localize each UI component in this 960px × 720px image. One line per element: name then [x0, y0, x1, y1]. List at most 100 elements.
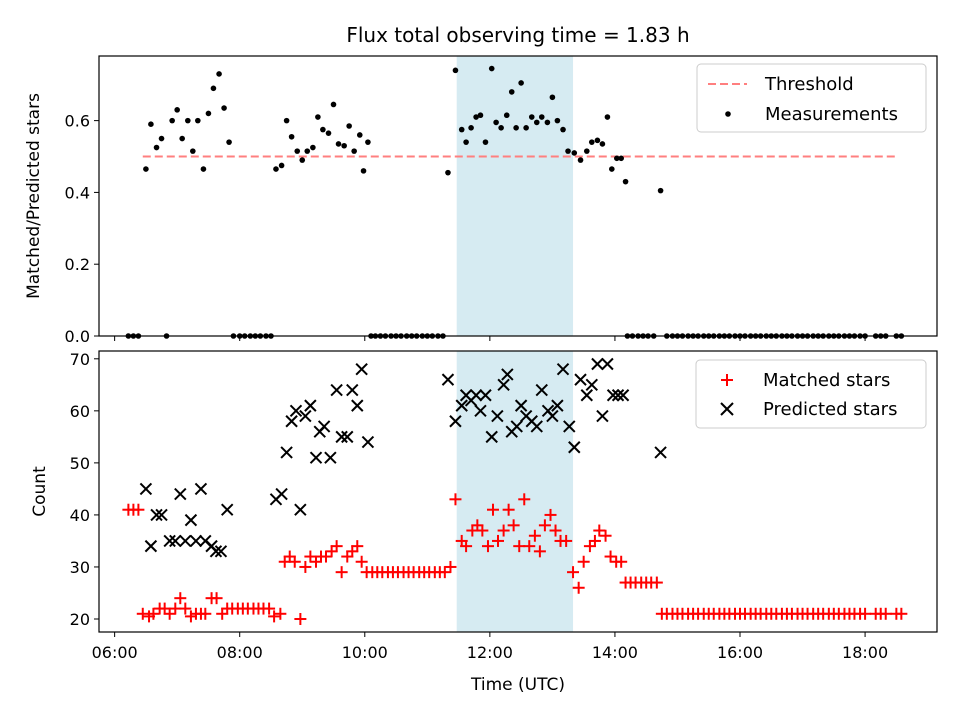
- predicted-stars-point: [455, 399, 468, 412]
- matched-stars-point: [263, 602, 276, 615]
- matched-stars-point: [283, 550, 296, 563]
- bottom-panel: 20 30 40 50 60 70 06:00 08:00 10:00 12:00 14:00 16:…: [30, 350, 938, 695]
- predicted-stars-point: [209, 545, 223, 558]
- x-tick-label: 10:00: [342, 643, 388, 662]
- measurement-point: [657, 187, 664, 194]
- x-tick-label: 18:00: [842, 643, 888, 662]
- predicted-stars-point: [546, 409, 559, 423]
- predicted-stars-point: [591, 357, 604, 371]
- bottom-y-axis-label: Count: [30, 466, 50, 517]
- matched-stars-point: [533, 545, 546, 558]
- x-tick-label: 08:00: [217, 643, 263, 662]
- measurement-point: [315, 114, 321, 120]
- predicted-stars-point: [510, 420, 523, 433]
- matched-stars-point: [491, 534, 504, 547]
- top-y-tick-label: 0.2: [65, 255, 90, 274]
- measurement-point: [508, 89, 515, 95]
- x-tick-label: 06:00: [92, 643, 138, 662]
- predicted-stars-point: [501, 368, 514, 381]
- predicted-stars-point: [179, 534, 192, 548]
- predicted-stars-point: [574, 373, 587, 386]
- measurement-point: [185, 117, 191, 124]
- matched-stars-point: [650, 576, 663, 589]
- matched-stars-point: [274, 607, 287, 620]
- predicted-stars-point: [563, 420, 576, 433]
- predicted-stars-point: [351, 399, 364, 412]
- matched-stars-point: [549, 524, 562, 537]
- predicted-stars-point: [174, 487, 187, 501]
- matched-stars-point: [320, 550, 333, 563]
- matched-stars-point: [588, 534, 601, 547]
- predicted-stars-point: [601, 357, 614, 371]
- measurement-point: [351, 148, 357, 154]
- matched-stars-point: [184, 610, 197, 623]
- measurement-point: [458, 126, 465, 133]
- predicted-stars-point: [335, 430, 348, 444]
- measurement-point: [288, 133, 295, 140]
- matched-stars-point: [174, 592, 187, 605]
- predicted-stars-point: [289, 404, 303, 418]
- bottom-axis-ticks: 20 30 40 50 60 70 06:00 08:00 10:00 12:00 14:00 16:…: [70, 350, 888, 662]
- measurement-point: [205, 110, 212, 117]
- measurement-point: [158, 135, 165, 142]
- measurement-point: [599, 141, 606, 147]
- measurement-point: [190, 148, 196, 154]
- top-axis-ticks: 0.0 0.2 0.4 0.6: [65, 112, 866, 346]
- matched-stars-point: [544, 508, 557, 521]
- bottom-legend: Matched stars Predicted stars: [695, 359, 927, 429]
- matched-stars-point: [325, 545, 338, 558]
- predicted-stars-point: [299, 409, 312, 423]
- predicted-stars-point: [491, 409, 504, 423]
- top-y-axis-label: Matched/Predicted stars: [24, 93, 44, 299]
- x-axis-label: Time (UTC): [470, 675, 565, 695]
- measurement-point: [482, 139, 489, 145]
- measurement-point: [210, 85, 217, 92]
- measurement-point: [565, 148, 571, 154]
- matched-stars-point: [355, 555, 368, 568]
- top-panel: 0.0 0.2 0.4 0.6 Flux total observing time =…: [24, 23, 938, 346]
- predicted-stars-point: [355, 363, 368, 376]
- measurement-point: [618, 155, 624, 162]
- predicted-stars-point: [580, 389, 593, 402]
- measurement-point: [560, 126, 566, 133]
- matched-stars-point: [341, 550, 354, 563]
- measurement-point: [614, 155, 620, 162]
- matched-stars-point: [304, 550, 317, 563]
- measurement-point: [325, 130, 332, 136]
- measurement-point: [583, 148, 590, 154]
- measurement-point: [335, 141, 342, 147]
- chart-title: Flux total observing time = 1.83 h: [346, 23, 689, 47]
- measurement-point: [320, 126, 326, 133]
- measurement-point: [604, 114, 611, 120]
- top-legend-box: [696, 63, 927, 133]
- measurement-point: [195, 117, 201, 124]
- bottom-axes-frame: [98, 350, 938, 633]
- measurement-point: [513, 124, 519, 131]
- predicted-stars-point: [220, 503, 234, 516]
- predicted-stars-point: [189, 534, 203, 548]
- matched-stars-point: [471, 519, 484, 532]
- bottom-y-tick-label: 20: [70, 610, 90, 629]
- measurement-point: [346, 123, 352, 129]
- predicted-stars-point: [535, 383, 548, 397]
- measurement-point: [533, 119, 540, 126]
- predicted-stars-point: [169, 534, 182, 548]
- measurement-point: [463, 139, 469, 145]
- matched-stars-point: [507, 519, 520, 532]
- measurement-point: [488, 65, 495, 72]
- predicted-stars-point: [330, 383, 343, 397]
- x-tick-label: 16:00: [717, 643, 763, 662]
- measurement-point: [278, 162, 285, 169]
- predicted-stars-point: [485, 430, 498, 444]
- matched-stars-point: [299, 560, 312, 573]
- predicted-stars-point: [449, 415, 462, 428]
- predicted-stars-point: [497, 378, 510, 392]
- measurement-point: [304, 148, 311, 154]
- predicted-stars-point: [556, 363, 570, 376]
- predicted-stars-point: [441, 373, 455, 386]
- matched-stars-point: [288, 555, 301, 568]
- matched-stars-point: [199, 607, 212, 620]
- matched-stars-point: [583, 540, 596, 553]
- matched-legend-label: Matched stars: [763, 370, 890, 391]
- measurement-point: [544, 119, 551, 126]
